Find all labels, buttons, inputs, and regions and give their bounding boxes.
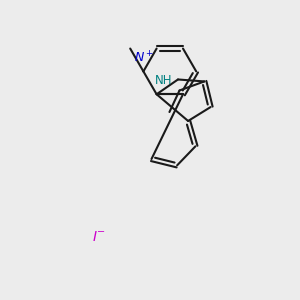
Text: NH: NH	[155, 74, 172, 88]
Text: $\mathit{N}^+$: $\mathit{N}^+$	[134, 51, 154, 66]
Text: I$^{-}$: I$^{-}$	[92, 230, 106, 244]
